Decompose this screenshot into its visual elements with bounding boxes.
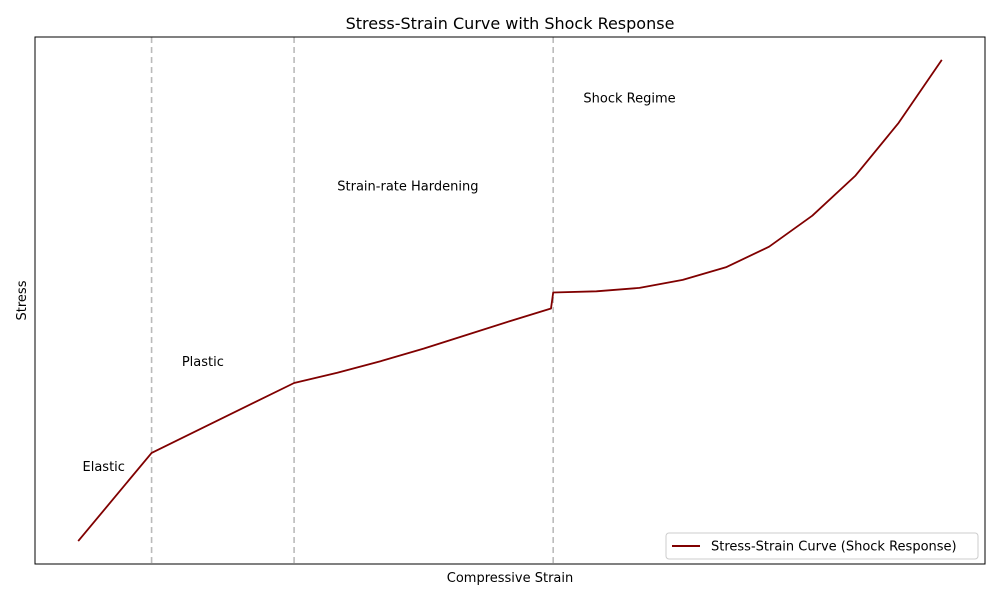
- annotation-1: Elastic: [83, 460, 125, 475]
- legend-frame: [665, 532, 979, 560]
- annotation-3: Strain-rate Hardening: [337, 180, 478, 195]
- legend-label: Stress-Strain Curve (Shock Response): [711, 540, 957, 555]
- axes-frame: [34, 36, 986, 565]
- legend: Stress-Strain Curve (Shock Response): [665, 532, 979, 560]
- annotation-2: Plastic: [182, 355, 224, 370]
- series-line-1: [77, 59, 943, 542]
- plot-area: Elastic Plastic Strain-rate Hardening Shock…: [77, 37, 943, 564]
- x-axis-label: Compressive Strain: [447, 571, 574, 586]
- annotation-4: Shock Regime: [583, 91, 675, 106]
- y-axis-label: Stress: [15, 280, 30, 320]
- chart-title: Stress-Strain Curve with Shock Response: [346, 14, 675, 33]
